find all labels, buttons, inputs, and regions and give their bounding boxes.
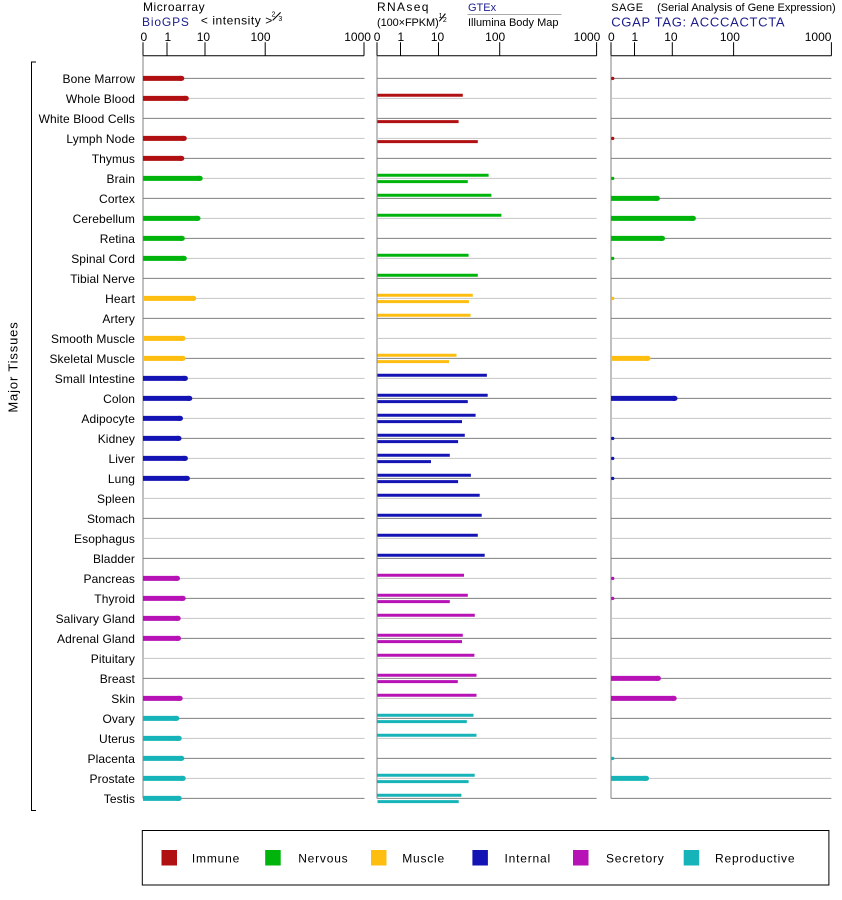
svg-text:Colon: Colon [103, 392, 135, 406]
svg-text:Smooth Muscle: Smooth Muscle [51, 332, 135, 346]
svg-text:Skeletal Muscle: Skeletal Muscle [49, 352, 135, 366]
svg-text:1: 1 [631, 30, 638, 44]
svg-text:Adrenal Gland: Adrenal Gland [57, 632, 135, 646]
svg-text:Thymus: Thymus [92, 152, 135, 166]
svg-text:Uterus: Uterus [99, 732, 135, 746]
svg-text:Heart: Heart [105, 292, 135, 306]
svg-text:GTEx: GTEx [468, 2, 497, 14]
svg-text:Retina: Retina [100, 232, 136, 246]
svg-text:SAGE: SAGE [611, 2, 643, 14]
svg-text:Spleen: Spleen [97, 492, 135, 506]
svg-text:Cerebellum: Cerebellum [73, 212, 135, 226]
svg-text:0: 0 [141, 30, 148, 44]
svg-text:Internal: Internal [505, 852, 551, 866]
svg-text:BioGPS: BioGPS [142, 15, 190, 29]
svg-text:Adipocyte: Adipocyte [81, 412, 135, 426]
svg-text:0: 0 [374, 30, 381, 44]
svg-text:Testis: Testis [104, 792, 135, 806]
svg-text:Immune: Immune [192, 852, 240, 866]
svg-text:RNAseq: RNAseq [377, 0, 430, 14]
svg-text:Illumina Body Map: Illumina Body Map [468, 17, 559, 29]
svg-text:(100×FPKM): (100×FPKM) [377, 17, 439, 29]
svg-text:Nervous: Nervous [298, 852, 348, 866]
svg-text:Tibial Nerve: Tibial Nerve [70, 272, 135, 286]
svg-text:Major Tissues: Major Tissues [6, 321, 21, 412]
svg-text:0: 0 [608, 30, 615, 44]
svg-text:100: 100 [250, 30, 270, 44]
svg-text:Liver: Liver [108, 452, 135, 466]
svg-text:Thyroid: Thyroid [94, 592, 135, 606]
svg-text:Small Intestine: Small Intestine [55, 372, 135, 386]
svg-text:Ovary: Ovary [102, 712, 135, 726]
svg-text:Spinal Cord: Spinal Cord [71, 252, 135, 266]
svg-text:Artery: Artery [102, 312, 135, 326]
svg-text:Microarray: Microarray [143, 0, 205, 14]
svg-text:Pancreas: Pancreas [84, 572, 136, 586]
svg-text:1: 1 [398, 30, 405, 44]
svg-text:1: 1 [439, 13, 443, 20]
svg-text:Bone Marrow: Bone Marrow [63, 72, 136, 86]
svg-text:Whole Blood: Whole Blood [66, 92, 135, 106]
svg-text:Muscle: Muscle [402, 852, 445, 866]
svg-text:White Blood Cells: White Blood Cells [39, 112, 135, 126]
svg-text:Placenta: Placenta [88, 752, 136, 766]
svg-text:(Serial Analysis of Gene Expre: (Serial Analysis of Gene Expression) [657, 2, 836, 14]
svg-text:CGAP TAG: ACCCACTCTA: CGAP TAG: ACCCACTCTA [611, 14, 785, 29]
svg-text:Pituitary: Pituitary [91, 652, 135, 666]
svg-text:10: 10 [197, 30, 211, 44]
svg-text:10: 10 [431, 30, 445, 44]
svg-text:100: 100 [485, 30, 505, 44]
svg-text:1000: 1000 [574, 30, 601, 44]
svg-text:Prostate: Prostate [90, 772, 136, 786]
svg-text:100: 100 [720, 30, 740, 44]
svg-text:Breast: Breast [100, 672, 136, 686]
svg-text:1000: 1000 [805, 30, 832, 44]
svg-text:2: 2 [272, 11, 276, 18]
svg-text:1000: 1000 [344, 30, 371, 44]
svg-text:3: 3 [278, 16, 282, 23]
svg-text:Secretory: Secretory [606, 852, 665, 866]
svg-text:Lymph Node: Lymph Node [66, 132, 135, 146]
svg-text:Stomach: Stomach [87, 512, 135, 526]
svg-text:Salivary Gland: Salivary Gland [56, 612, 135, 626]
svg-text:< intensity >: < intensity > [201, 14, 273, 28]
svg-text:Esophagus: Esophagus [74, 532, 135, 546]
svg-text:Kidney: Kidney [98, 432, 135, 446]
svg-text:Bladder: Bladder [93, 552, 135, 566]
svg-text:Skin: Skin [111, 692, 135, 706]
svg-text:1: 1 [165, 30, 172, 44]
svg-text:Lung: Lung [108, 472, 135, 486]
svg-text:2: 2 [443, 17, 447, 24]
svg-text:10: 10 [664, 30, 678, 44]
svg-text:Brain: Brain [106, 172, 135, 186]
svg-text:Reproductive: Reproductive [715, 852, 795, 866]
svg-text:Cortex: Cortex [99, 192, 135, 206]
